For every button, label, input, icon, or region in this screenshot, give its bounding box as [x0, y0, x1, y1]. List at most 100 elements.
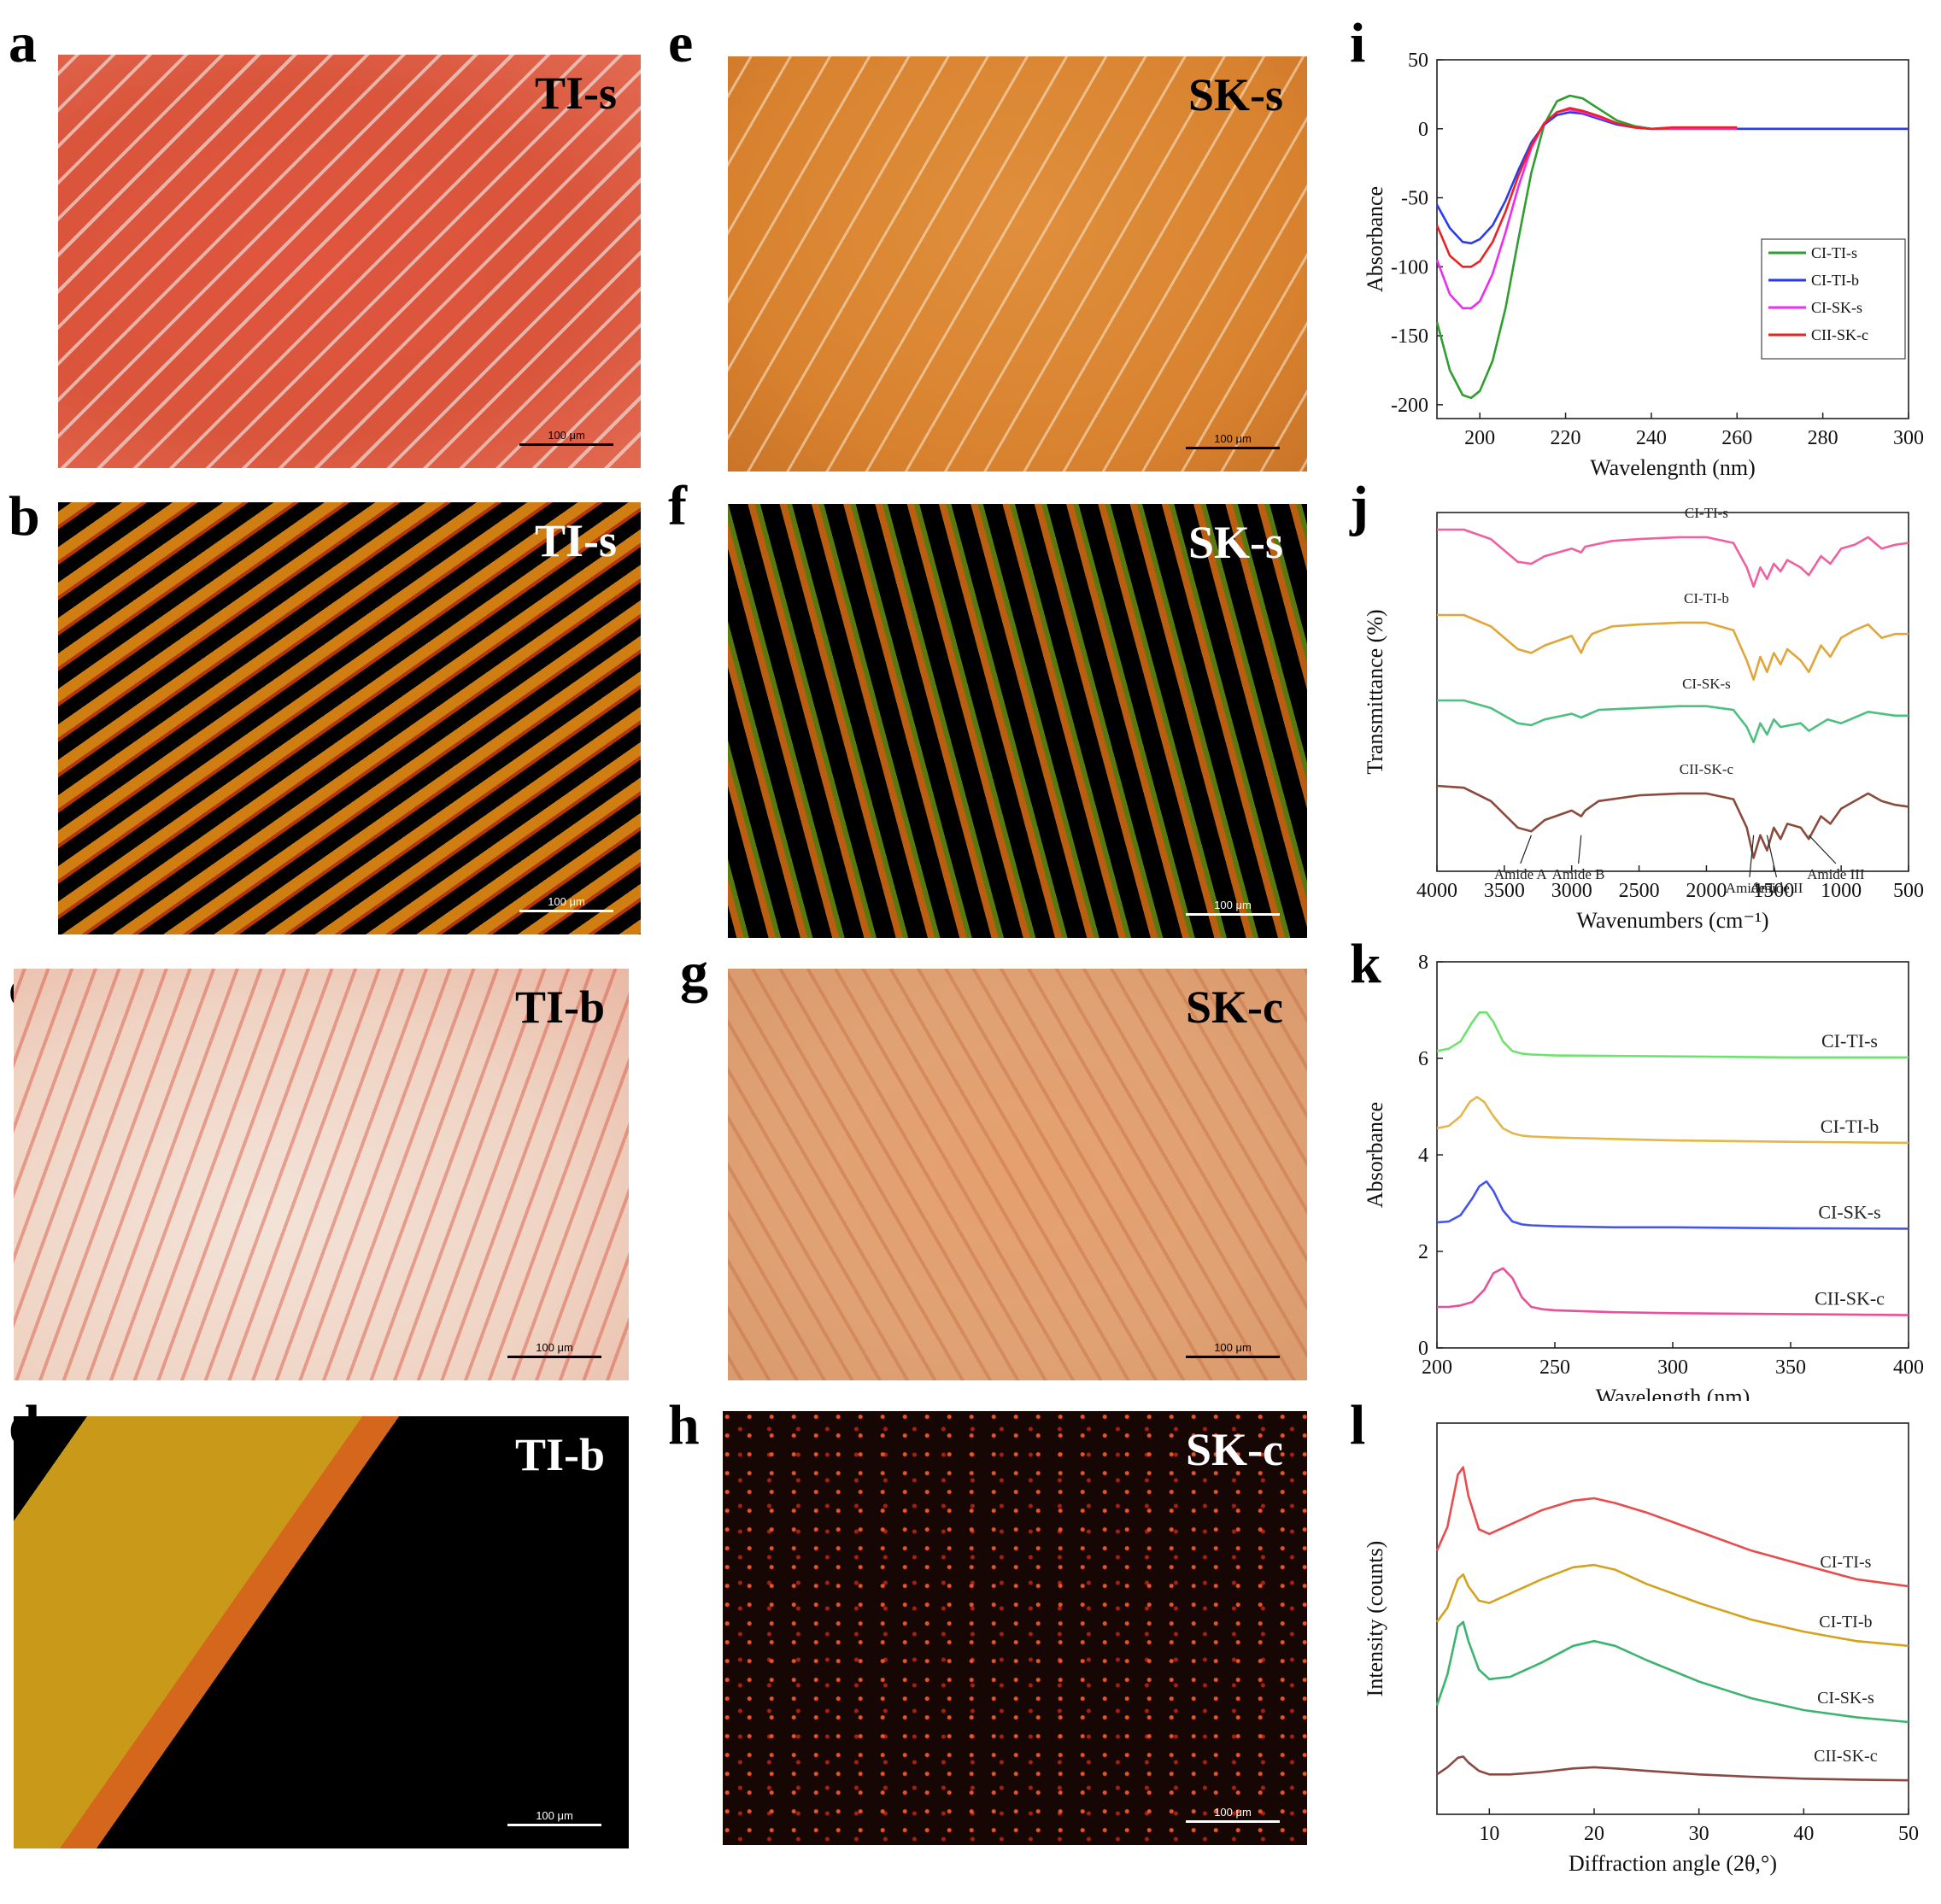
legend-label: CI-SK-s [1811, 299, 1862, 316]
series-label: CI-TI-s [1820, 1553, 1871, 1572]
series-line-CI-SK-s [1435, 108, 1738, 310]
y-axis-title: Absorbance [1363, 1102, 1387, 1208]
y-tick-label: -200 [1391, 395, 1428, 417]
y-tick-label: 4 [1418, 1145, 1428, 1167]
y-tick-label: 6 [1418, 1048, 1428, 1070]
series-line-CI-SK-s [1435, 1620, 1909, 1724]
series-label: CI-TI-s [1685, 505, 1728, 521]
scale-bar-line [1186, 1820, 1280, 1823]
scale-bar-label: 100 μm [1214, 1806, 1252, 1819]
panel-label-f: f [668, 475, 687, 537]
series-line-CI-TI-b [1437, 613, 1909, 681]
y-tick-label: -150 [1391, 325, 1428, 348]
series-line-CII-SK-c [1436, 1755, 1909, 1782]
chart-j-ftir-spectra: 4000 3500 3000 2500 2000 1500 1000 500 Wavenumbe… [1363, 505, 1924, 933]
series-label: CI-TI-s [1821, 1030, 1878, 1052]
x-tick-label: 240 [1636, 427, 1667, 449]
y-tick-label: -100 [1391, 256, 1428, 278]
x-tick-label: 40 [1793, 1823, 1814, 1845]
annotation-label: Amide II [1750, 880, 1803, 896]
annotation-arrow [1520, 835, 1532, 864]
scale-bar-line [519, 443, 613, 446]
x-tick-label: 30 [1689, 1823, 1709, 1845]
scale-bar-label: 100 μm [1214, 432, 1252, 445]
micrograph-tag: SK-s [1187, 69, 1283, 120]
x-axis-title: Diffraction angle (2θ,°) [1569, 1851, 1777, 1876]
panel-label-j: j [1350, 475, 1369, 537]
scale-bar: 100 μm [1186, 432, 1280, 449]
x-tick-label: 220 [1551, 427, 1581, 449]
panel-label-a: a [9, 12, 37, 74]
x-tick-label: 260 [1721, 427, 1752, 449]
scale-bar-line [519, 910, 613, 912]
x-tick-label: 400 [1893, 1356, 1924, 1379]
series-label: CI-TI-b [1821, 1116, 1879, 1137]
x-tick-label: 500 [1893, 880, 1924, 902]
x-tick-label: 300 [1893, 427, 1924, 449]
micrograph-tag: SK-c [1186, 981, 1283, 1033]
scale-bar: 100 μm [1186, 899, 1280, 916]
series-label: CII-SK-c [1680, 761, 1734, 777]
micrograph-g: SK-c 100 μm [728, 969, 1307, 1380]
scale-bar: 100 μm [507, 1341, 601, 1358]
series-line-CI-TI-s [1435, 1466, 1909, 1588]
scale-bar-line [507, 1356, 601, 1358]
scale-bar-label: 100 μm [1214, 1341, 1252, 1354]
x-tick-label: 250 [1539, 1356, 1570, 1379]
series-line-CII-SK-c [1436, 784, 1909, 859]
annotation-arrow [1766, 835, 1778, 878]
scale-bar-label: 100 μm [536, 1341, 573, 1354]
legend-box [1761, 238, 1906, 360]
plot-frame [1436, 512, 1909, 872]
micrograph-b: TI-s 100 μm [58, 502, 641, 934]
series-line-CI-TI-s [1437, 528, 1909, 588]
x-tick-label: 350 [1775, 1356, 1806, 1379]
series-line-CI-TI-s [1436, 1011, 1909, 1059]
x-tick-label: 200 [1422, 1356, 1452, 1379]
scale-bar: 100 μm [1186, 1341, 1280, 1358]
y-axis-title: Absorbance [1363, 186, 1387, 292]
panel-label-l: l [1350, 1394, 1366, 1456]
panel-label-i: i [1350, 12, 1366, 74]
scale-bar-line [507, 1824, 601, 1826]
x-tick-label: 2000 [1686, 880, 1727, 902]
panel-label-e: e [668, 12, 694, 74]
x-axis-title: Wavelengnth (nm) [1590, 455, 1756, 480]
chart-i-cd-spectra: 200 220 240 260 280 300 50 0 -50 -100 -150 -200 Wave… [1363, 50, 1924, 480]
micrograph-tag: TI-b [514, 1429, 605, 1480]
annotation-arrow [1578, 835, 1582, 864]
x-tick-label: 50 [1898, 1823, 1919, 1845]
series-line-CI-TI-b [1436, 1095, 1909, 1145]
annotation-label: Amide A [1494, 866, 1548, 882]
scale-bar-line [1186, 447, 1280, 449]
micrograph-e: SK-s 100 μm [728, 56, 1307, 472]
micrograph-tag: SK-s [1187, 517, 1283, 568]
plot-frame [1436, 1422, 1909, 1815]
x-tick-label: 3500 [1484, 880, 1525, 902]
micrograph-tag: TI-s [534, 67, 617, 119]
series-label: CI-SK-s [1818, 1201, 1880, 1222]
x-tick-label: 1500 [1753, 880, 1794, 902]
series-line-CII-SK-c [1435, 107, 1738, 268]
panel-label-b: b [9, 485, 40, 548]
series-label: CI-SK-s [1817, 1689, 1874, 1708]
scale-bar: 100 μm [519, 895, 613, 912]
series-label: CII-SK-c [1815, 1288, 1885, 1309]
x-tick-label: 200 [1464, 427, 1495, 449]
y-tick-label: 50 [1408, 50, 1428, 72]
panel-label-h: h [668, 1394, 700, 1456]
plot-frame [1436, 59, 1909, 419]
y-tick-label: 0 [1418, 1338, 1428, 1360]
micrograph-d: TI-b 100 μm [14, 1416, 629, 1848]
chart-l-xrd-patterns: 10 20 30 40 50 Diffraction angle (2θ,°) Intens… [1363, 1422, 1919, 1876]
x-tick-label: 2500 [1619, 880, 1660, 902]
series-label: CII-SK-c [1814, 1747, 1878, 1766]
y-tick-label: 2 [1418, 1241, 1428, 1263]
micrograph-tag: TI-s [534, 515, 617, 566]
y-axis-title: Intensity (counts) [1363, 1541, 1387, 1697]
scale-bar-line [1186, 1356, 1280, 1358]
x-tick-label: 1000 [1821, 880, 1862, 902]
annotation-label: Amide B [1552, 866, 1605, 882]
x-tick-label: 3000 [1551, 880, 1592, 902]
annotation-label: Amide III [1807, 866, 1865, 882]
